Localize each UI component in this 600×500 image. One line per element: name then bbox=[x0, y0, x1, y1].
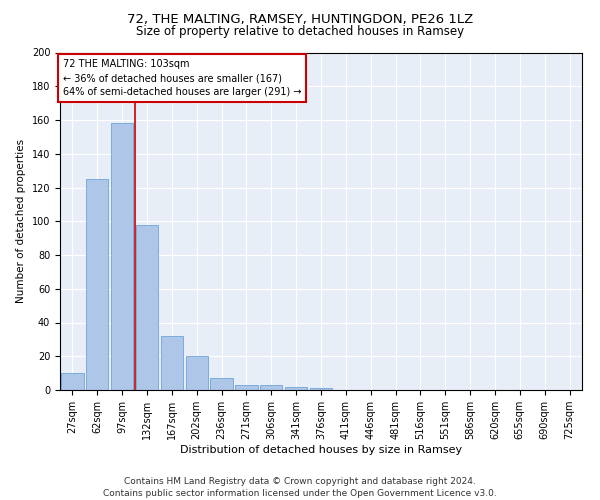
Bar bbox=[185, 356, 208, 390]
Text: 72, THE MALTING, RAMSEY, HUNTINGDON, PE26 1LZ: 72, THE MALTING, RAMSEY, HUNTINGDON, PE2… bbox=[127, 12, 473, 26]
Bar bbox=[136, 224, 158, 390]
Y-axis label: Number of detached properties: Number of detached properties bbox=[16, 139, 26, 304]
Bar bbox=[86, 179, 109, 390]
Bar bbox=[310, 388, 332, 390]
Text: Size of property relative to detached houses in Ramsey: Size of property relative to detached ho… bbox=[136, 25, 464, 38]
Bar bbox=[161, 336, 183, 390]
Bar bbox=[260, 385, 283, 390]
Text: 72 THE MALTING: 103sqm
← 36% of detached houses are smaller (167)
64% of semi-de: 72 THE MALTING: 103sqm ← 36% of detached… bbox=[62, 59, 301, 97]
Bar bbox=[235, 385, 257, 390]
Bar bbox=[111, 124, 133, 390]
Bar bbox=[211, 378, 233, 390]
Bar bbox=[61, 373, 83, 390]
X-axis label: Distribution of detached houses by size in Ramsey: Distribution of detached houses by size … bbox=[180, 445, 462, 455]
Text: Contains HM Land Registry data © Crown copyright and database right 2024.
Contai: Contains HM Land Registry data © Crown c… bbox=[103, 476, 497, 498]
Bar bbox=[285, 386, 307, 390]
